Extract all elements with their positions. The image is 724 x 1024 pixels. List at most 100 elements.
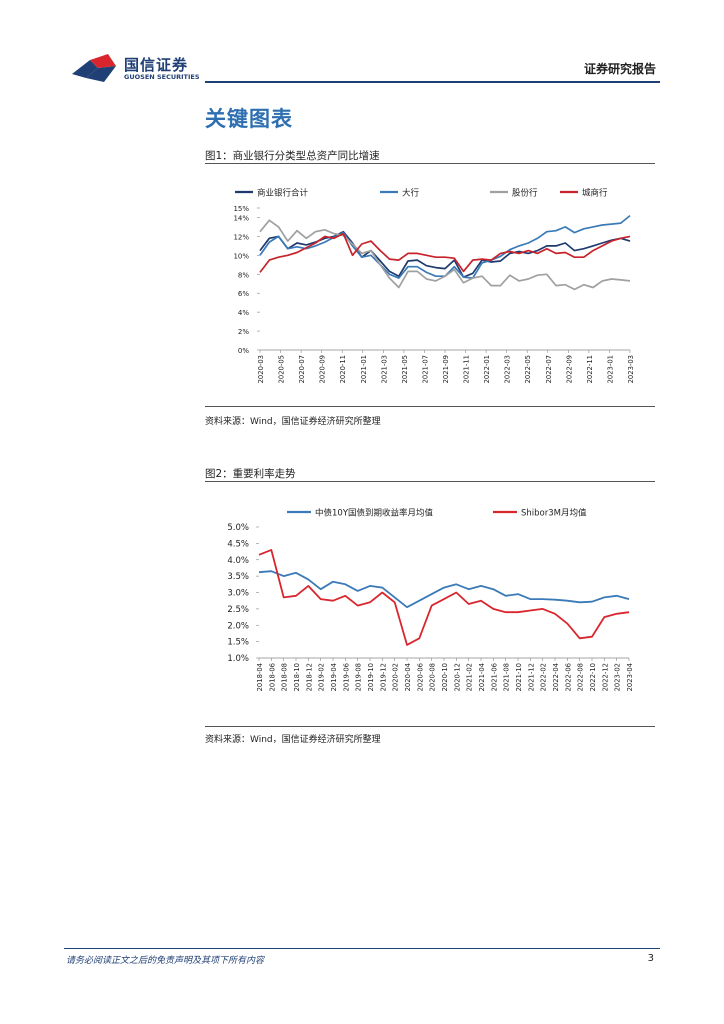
x-tick-label: 2022-01 <box>483 355 491 383</box>
x-tick-label: 2022-06 <box>564 663 572 691</box>
section-title: 关键图表 <box>205 107 293 131</box>
footer-disclaimer: 请务必阅读正文之后的免责声明及其项下所有内容 <box>66 956 265 966</box>
figure-1-top-rule <box>205 163 655 164</box>
y-tick-label: 2.0% <box>227 621 249 631</box>
x-tick-label: 2022-05 <box>524 355 532 383</box>
x-tick-label: 2022-07 <box>545 355 553 383</box>
figure-1-title: 图1：商业银行分类型总资产同比增速 <box>205 150 380 162</box>
x-tick-label: 2021-02 <box>466 663 474 691</box>
x-tick-label: 2020-03 <box>257 355 265 383</box>
x-tick-label: 2021-04 <box>478 663 486 691</box>
x-tick-label: 2019-06 <box>342 663 350 691</box>
y-tick-label: 8% <box>238 271 249 279</box>
y-tick-label: 10% <box>233 252 249 260</box>
figure-2-bottom-rule <box>205 726 655 727</box>
x-tick-label: 2020-06 <box>416 663 424 691</box>
x-tick-label: 2018-12 <box>305 663 313 691</box>
x-tick-label: 2021-05 <box>401 355 409 383</box>
y-tick-label: 2% <box>238 328 249 336</box>
x-tick-label: 2022-11 <box>586 355 594 383</box>
series-line-1 <box>258 549 630 646</box>
figure-2-top-rule <box>205 481 655 482</box>
page-number: 3 <box>647 953 654 964</box>
figure-2-title: 图2：重要利率走势 <box>205 468 296 480</box>
x-tick-label: 2022-09 <box>565 355 573 383</box>
x-tick-label: 2018-10 <box>293 663 301 691</box>
x-tick-label: 2019-08 <box>355 663 363 691</box>
series-line-2 <box>259 219 631 291</box>
series-line-3 <box>259 232 631 273</box>
x-tick-label: 2020-07 <box>298 355 306 383</box>
logo-name-en: GUOSEN SECURITIES <box>124 73 200 81</box>
series-line-0 <box>259 230 631 278</box>
x-tick-label: 2023-03 <box>627 355 635 383</box>
y-tick-label: 15% <box>233 205 249 213</box>
x-tick-label: 2022-12 <box>601 663 609 691</box>
x-tick-label: 2021-03 <box>380 355 388 383</box>
y-tick-label: 4% <box>238 309 249 317</box>
x-tick-label: 2020-08 <box>429 663 437 691</box>
y-tick-label: 1.5% <box>227 638 249 648</box>
x-tick-label: 2022-10 <box>589 663 597 691</box>
x-tick-label: 2021-01 <box>360 355 368 383</box>
legend-label-1: Shibor3M月均值 <box>521 508 587 519</box>
header-rule <box>205 81 660 83</box>
legend-label-2: 股份行 <box>512 188 538 199</box>
x-tick-label: 2020-04 <box>404 663 412 691</box>
x-tick-label: 2020-09 <box>319 355 327 383</box>
figure-1-bottom-rule <box>205 406 655 407</box>
y-tick-label: 12% <box>233 233 249 241</box>
report-tag: 证券研究报告 <box>583 62 656 76</box>
x-tick-label: 2021-12 <box>527 663 535 691</box>
y-tick-label: 1.0% <box>227 654 249 664</box>
y-tick-label: 6% <box>238 290 249 298</box>
figure-2-chart: 中债10Y国债到期收益率月均值 Shibor3M月均值 1.0% 1.5% 2.0% 2.… <box>205 490 655 722</box>
x-tick-label: 2020-05 <box>278 355 286 383</box>
x-tick-label: 2018-06 <box>268 663 276 691</box>
figure-1-chart: 商业银行合计 大行 股份行 城商行 0% 2% 4% 6% 8% 10% 12% 14% 15% 2020… <box>205 170 655 402</box>
x-tick-label: 2021-10 <box>515 663 523 691</box>
y-tick-label: 3.5% <box>227 572 249 582</box>
legend-label-0: 中债10Y国债到期收益率月均值 <box>315 508 434 519</box>
company-logo: 国信证券 GUOSEN SECURITIES <box>68 52 208 86</box>
legend-label-3: 城商行 <box>582 188 608 199</box>
x-tick-label: 2023-02 <box>614 663 622 691</box>
y-tick-label: 3.0% <box>227 589 249 599</box>
x-tick-label: 2020-12 <box>453 663 461 691</box>
x-tick-label: 2023-04 <box>626 663 634 691</box>
logo-name-cn: 国信证券 <box>124 56 189 74</box>
x-tick-label: 2022-04 <box>552 663 560 691</box>
figure-1-source: 资料来源：Wind，国信证券经济研究所整理 <box>205 417 381 427</box>
x-tick-label: 2021-06 <box>490 663 498 691</box>
y-tick-label: 4.0% <box>227 556 249 566</box>
figure-2-svg: 中债10Y国债到期收益率月均值 Shibor3M月均值 1.0% 1.5% 2.0% 2.… <box>227 508 634 692</box>
x-tick-label: 2019-04 <box>330 663 338 691</box>
footer-rule <box>64 948 660 949</box>
x-tick-label: 2021-09 <box>442 355 450 383</box>
x-tick-label: 2020-10 <box>441 663 449 691</box>
y-tick-label: 2.5% <box>227 605 249 615</box>
x-tick-label: 2022-08 <box>577 663 585 691</box>
x-tick-label: 2023-01 <box>606 355 614 383</box>
logo-mark-icon <box>72 54 116 82</box>
x-tick-label: 2022-03 <box>504 355 512 383</box>
x-tick-label: 2021-11 <box>463 355 471 383</box>
y-tick-label: 14% <box>233 214 249 222</box>
x-tick-label: 2019-10 <box>367 663 375 691</box>
legend-label-1: 大行 <box>402 188 420 199</box>
figure-2-source: 资料来源：Wind，国信证券经济研究所整理 <box>205 735 381 745</box>
x-tick-label: 2021-08 <box>503 663 511 691</box>
x-tick-label: 2018-04 <box>256 663 264 691</box>
x-tick-label: 2020-02 <box>392 663 400 691</box>
y-tick-label: 4.5% <box>227 539 249 549</box>
x-tick-label: 2019-12 <box>379 663 387 691</box>
x-tick-label: 2018-08 <box>281 663 289 691</box>
figure-1-svg: 商业银行合计 大行 股份行 城商行 0% 2% 4% 6% 8% 10% 12% 14%15% 2020… <box>233 188 635 384</box>
y-tick-label: 5.0% <box>227 523 249 533</box>
legend-label-0: 商业银行合计 <box>257 188 309 199</box>
y-tick-label: 0% <box>238 347 249 355</box>
x-tick-label: 2019-02 <box>318 663 326 691</box>
x-tick-label: 2021-07 <box>421 355 429 383</box>
x-tick-label: 2022-02 <box>540 663 548 691</box>
series-line-0 <box>258 570 630 609</box>
